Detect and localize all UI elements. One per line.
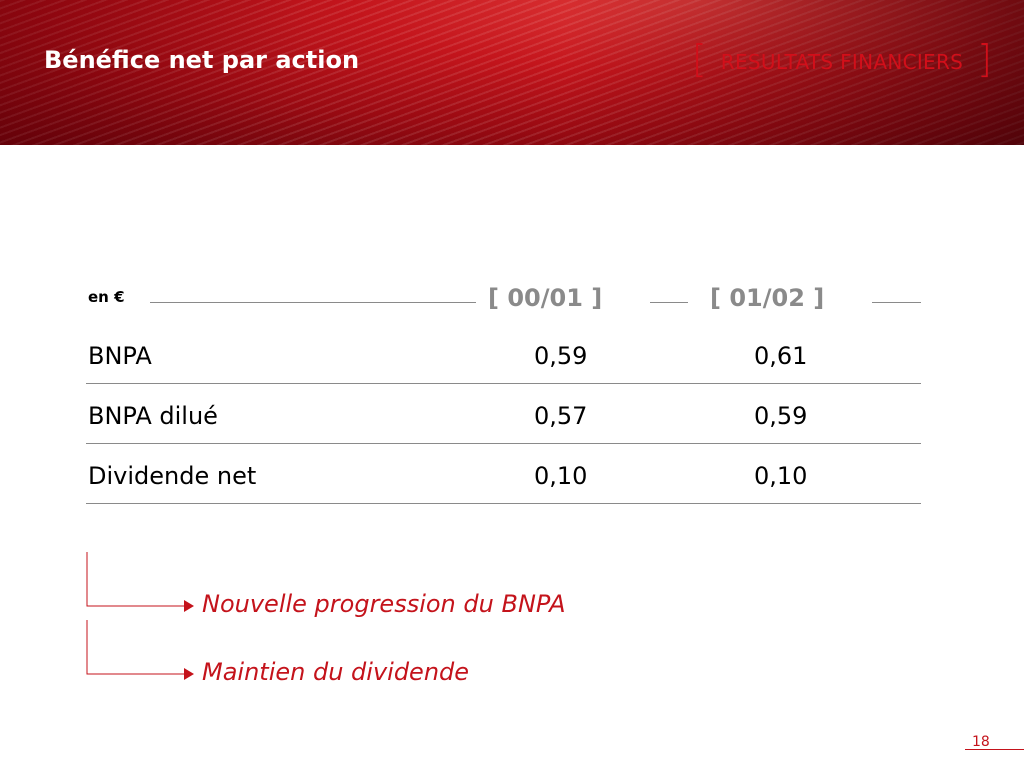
section-tag: [ RESULTATS FINANCIERS ] xyxy=(692,40,992,78)
header-rule xyxy=(150,302,476,303)
table-header: en € [ 00/01 ] [ 01/02 ] xyxy=(86,280,921,324)
callout-line xyxy=(86,552,186,607)
cell-value: 0,10 xyxy=(754,462,808,490)
row-label: BNPA xyxy=(88,342,152,370)
note-bnpa-progression: Nouvelle progression du BNPA xyxy=(202,590,566,618)
note-dividend: Maintien du dividende xyxy=(202,658,470,686)
arrow-head-icon xyxy=(184,600,194,612)
cell-value: 0,61 xyxy=(754,342,808,370)
header-banner xyxy=(0,0,1024,145)
bracket-close: ] xyxy=(977,37,992,81)
column-header-0001: [ 00/01 ] xyxy=(488,284,603,312)
row-label: Dividende net xyxy=(88,462,257,490)
table-row: BNPA 0,59 0,61 xyxy=(86,324,921,384)
table-row: Dividende net 0,10 0,10 xyxy=(86,444,921,504)
cell-value: 0,57 xyxy=(534,402,588,430)
callout-arrows xyxy=(86,552,194,680)
table-row: BNPA dilué 0,57 0,59 xyxy=(86,384,921,444)
header-rule xyxy=(872,302,921,303)
cell-value: 0,59 xyxy=(754,402,808,430)
column-header-0102: [ 01/02 ] xyxy=(710,284,825,312)
financial-table: en € [ 00/01 ] [ 01/02 ] BNPA 0,59 0,61 … xyxy=(86,280,921,504)
row-label: BNPA dilué xyxy=(88,402,218,430)
bracket-open: [ xyxy=(691,37,707,81)
header-rule xyxy=(650,302,688,303)
section-label: RESULTATS FINANCIERS xyxy=(720,50,964,74)
page-title: Bénéfice net par action xyxy=(44,46,360,74)
page-number: 18 xyxy=(972,734,990,750)
cell-value: 0,59 xyxy=(534,342,588,370)
callout-line xyxy=(86,620,186,675)
footer-rule xyxy=(965,749,1024,750)
arrow-head-icon xyxy=(184,668,194,680)
unit-label: en € xyxy=(88,288,125,306)
cell-value: 0,10 xyxy=(534,462,588,490)
